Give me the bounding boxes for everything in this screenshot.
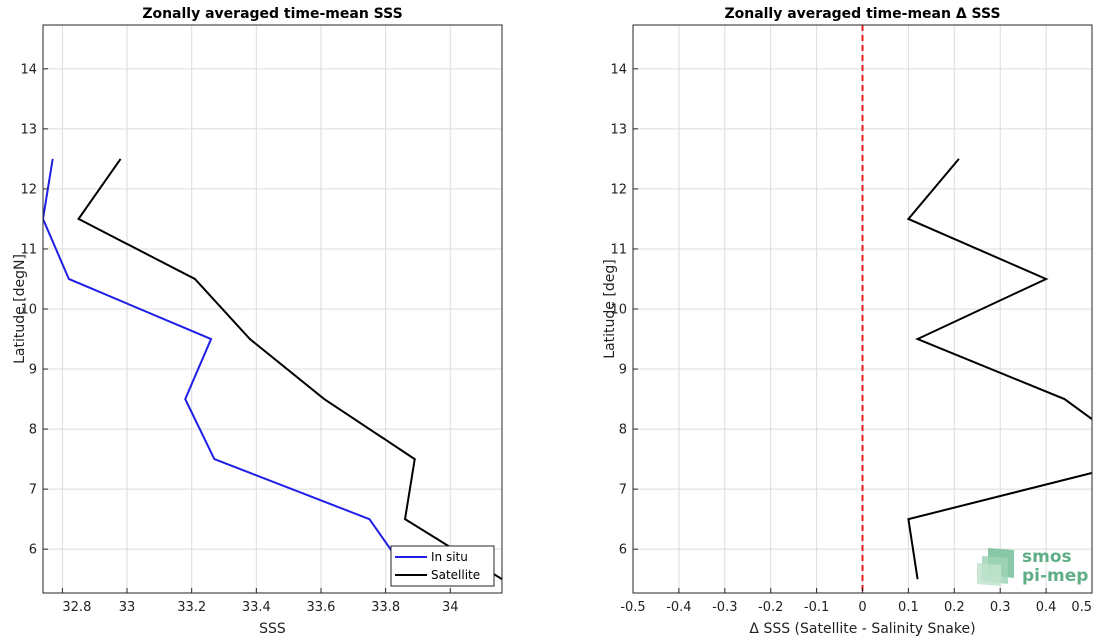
delta-y-tick-label: 7 [619,483,627,498]
legend-label-in-situ: In situ [431,550,468,564]
delta-x-tick-label: -0.1 [804,600,829,615]
delta-y-tick-label: 13 [610,122,627,137]
delta-series-layer [906,158,1092,580]
sss-y-tick-label: 13 [20,122,37,137]
sss-ticks: 32.8 33 33.2 33.4 33.6 33.8 34 6 7 8 9 10 11 12 13 14 [20,62,458,615]
sss-y-tick-label: 11 [20,242,37,257]
delta-x-tick-label: -0.4 [666,600,691,615]
legend-box [390,545,495,587]
delta-y-tick-label: 6 [619,543,627,558]
delta-y-tick-label: 8 [619,423,627,438]
logo-text-pi-mep: pi-mep [1022,566,1088,586]
logo-text-smos: smos [1022,547,1072,567]
sss-x-tick-label: 33.6 [307,600,336,615]
sss-y-tick-label: 6 [29,543,37,558]
logo-emblem [977,548,1014,586]
sss-y-tick-label: 10 [20,303,37,318]
delta-y-tick-label: 14 [610,62,627,77]
delta-sss-chart: -0.5 -0.4 -0.3 -0.2 -0.1 0 0.1 0.2 0.3 0.4 0.5 6 7 8 9… [602,6,1093,637]
delta-y-tick-label: 10 [610,303,627,318]
delta-x-tick-label: -0.2 [758,600,783,615]
delta-y-tick-label: 11 [610,242,627,257]
delta-x-axis-label: Δ SSS (Satellite - Salinity Snake) [749,621,975,637]
legend-label-satellite: Satellite [431,568,480,582]
delta-x-tick-label: 0.1 [898,600,919,615]
smos-pi-mep-logo: smos pi-mep [977,547,1088,586]
sss-y-tick-label: 14 [20,62,37,77]
sss-series-layer [43,158,502,581]
sss-x-tick-label: 34 [442,600,459,615]
sss-y-tick-label: 12 [20,182,37,197]
sss-y-tick-label: 8 [29,423,37,438]
sss-y-tick-label: 7 [29,483,37,498]
delta-y-axis-label: Latitude [deg] [602,259,618,358]
delta-x-tick-label: 0.3 [990,600,1011,615]
delta-ticks: -0.5 -0.4 -0.3 -0.2 -0.1 0 0.1 0.2 0.3 0.4 0.5 6 7 8 9… [610,62,1093,615]
delta-y-tick-label: 12 [610,182,627,197]
sss-x-tick-label: 33.8 [371,600,400,615]
delta-line-series-0 [906,158,1092,580]
delta-x-tick-label: 0.5 [1071,600,1092,615]
delta-x-tick-label: -0.3 [712,600,737,615]
delta-x-tick-label: -0.5 [620,600,645,615]
sss-legend: In situ Satellite [390,545,495,587]
sss-y-axis-label: Latitude [degN] [12,254,28,364]
delta-x-tick-label: 0 [858,600,866,615]
delta-x-tick-label: 0.4 [1036,600,1057,615]
sss-y-tick-label: 9 [29,363,37,378]
sss-line-satellite [77,158,502,581]
delta-y-tick-label: 9 [619,363,627,378]
sss-grid [43,25,502,593]
sss-chart-title: Zonally averaged time-mean SSS [142,6,402,22]
delta-chart-title: Zonally averaged time-mean Δ SSS [724,6,1000,22]
sss-line-in-situ [43,158,413,580]
sss-x-axis-label: SSS [259,621,286,637]
sss-x-tick-label: 32.8 [62,600,91,615]
sss-x-tick-label: 33.2 [177,600,206,615]
sss-x-tick-label: 33.4 [242,600,271,615]
delta-x-tick-label: 0.2 [944,600,965,615]
sss-x-tick-label: 33 [119,600,136,615]
sss-chart: 32.8 33 33.2 33.4 33.6 33.8 34 6 7 8 9 10 11 12 13 14 Z… [12,6,503,637]
